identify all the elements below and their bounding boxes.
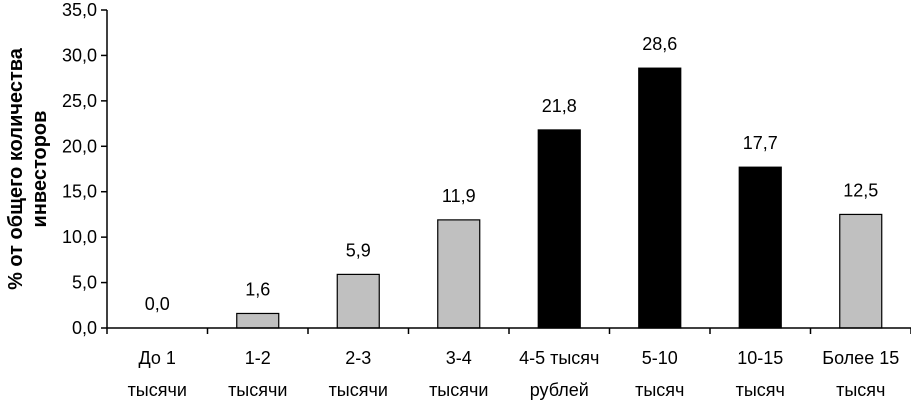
x-category-label: 4-5 тысяч рублей: [519, 348, 599, 400]
data-label: 11,9: [442, 186, 476, 206]
x-category-label-line: 10-15: [737, 348, 783, 368]
bar: [236, 312, 280, 329]
bar: [839, 213, 883, 329]
bar: [537, 129, 581, 329]
bar: [638, 67, 682, 329]
y-tick-label: 20,0: [62, 136, 97, 156]
x-category-label: Более 15 тысяч: [822, 348, 899, 400]
y-axis: 0,0 5,0 10,0 15,0 20,0 25,0 30,0 35,0: [62, 0, 108, 338]
x-category-label-line: тысяч: [736, 380, 785, 400]
y-axis-title: % от общего количества инвесторов: [5, 47, 51, 290]
data-label: 12,5: [843, 180, 878, 200]
bars: [236, 67, 883, 329]
x-category-label-line: тысяч: [836, 380, 885, 400]
bar: [437, 219, 481, 329]
data-labels: 0,0 1,6 5,9 11,9 21,8 28,6 17,7 12,5: [145, 34, 879, 314]
x-category-label-line: рублей: [530, 380, 589, 400]
y-tick-label: 0,0: [72, 318, 97, 338]
data-label: 17,7: [743, 133, 778, 153]
x-category-label-line: тысячи: [329, 380, 388, 400]
data-label: 21,8: [542, 96, 577, 116]
data-label: 1,6: [245, 279, 270, 299]
x-category-label-line: тысячи: [429, 380, 488, 400]
data-label: 28,6: [642, 34, 677, 54]
x-category-label: До 1 тысячи: [128, 348, 187, 400]
y-tick-label: 35,0: [62, 0, 97, 20]
bar: [738, 166, 782, 329]
y-axis-title-text: % от общего количества инвесторов: [5, 47, 51, 290]
x-category-label: 3-4 тысячи: [429, 348, 488, 400]
x-category-label: 5-10 тысяч: [635, 348, 684, 400]
y-axis-title-line: % от общего количества: [5, 47, 27, 290]
x-category-label-line: 3-4: [446, 348, 472, 368]
y-tick-label: 25,0: [62, 91, 97, 111]
y-tick-label: 5,0: [72, 273, 97, 293]
y-tick-label: 10,0: [62, 227, 97, 247]
x-category-label-line: тысячи: [228, 380, 287, 400]
x-category-label-line: 4-5 тысяч: [519, 348, 599, 368]
x-category-label: 2-3 тысячи: [329, 348, 388, 400]
x-category-label-line: тысяч: [635, 380, 684, 400]
y-tick-label: 30,0: [62, 45, 97, 65]
x-category-label-line: До 1: [139, 348, 176, 368]
bar: [336, 273, 380, 329]
x-category-label: 1-2 тысячи: [228, 348, 287, 400]
x-category-label: 10-15 тысяч: [736, 348, 785, 400]
x-category-label-line: 2-3: [345, 348, 371, 368]
x-category-label-line: Более 15: [822, 348, 899, 368]
data-label: 5,9: [346, 240, 371, 260]
data-label: 0,0: [145, 294, 170, 314]
y-tick-label: 15,0: [62, 182, 97, 202]
y-axis-title-line: инвесторов: [29, 111, 51, 228]
x-category-label-line: тысячи: [128, 380, 187, 400]
x-category-label-line: 5-10: [642, 348, 678, 368]
x-axis: До 1 тысячи 1-2 тысячи 2-3 тысячи 3-4 тысячи 4-5…: [106, 327, 911, 400]
x-category-label-line: 1-2: [245, 348, 271, 368]
